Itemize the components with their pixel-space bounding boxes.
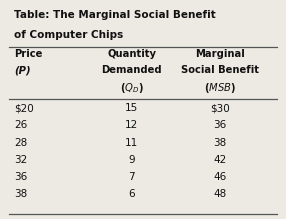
Text: $30: $30 bbox=[210, 103, 230, 113]
Text: Marginal: Marginal bbox=[195, 49, 245, 59]
Text: Quantity: Quantity bbox=[107, 49, 156, 59]
Text: 28: 28 bbox=[14, 138, 27, 148]
Text: 48: 48 bbox=[214, 189, 227, 199]
Text: Demanded: Demanded bbox=[101, 65, 162, 75]
Text: of Computer Chips: of Computer Chips bbox=[14, 30, 124, 40]
Text: ($\it{Q}_D$): ($\it{Q}_D$) bbox=[120, 81, 144, 95]
Text: 15: 15 bbox=[125, 103, 138, 113]
Text: 9: 9 bbox=[128, 155, 135, 165]
Text: 36: 36 bbox=[14, 172, 27, 182]
Text: 6: 6 bbox=[128, 189, 135, 199]
Text: 42: 42 bbox=[214, 155, 227, 165]
Text: Table: The Marginal Social Benefit: Table: The Marginal Social Benefit bbox=[14, 10, 216, 20]
Text: 38: 38 bbox=[14, 189, 27, 199]
Text: 12: 12 bbox=[125, 120, 138, 131]
Text: 46: 46 bbox=[214, 172, 227, 182]
Text: 36: 36 bbox=[214, 120, 227, 131]
Text: Social Benefit: Social Benefit bbox=[181, 65, 259, 75]
Text: (P): (P) bbox=[14, 65, 31, 75]
Text: ($\it{MSB}$): ($\it{MSB}$) bbox=[204, 81, 236, 95]
Text: 7: 7 bbox=[128, 172, 135, 182]
Text: 11: 11 bbox=[125, 138, 138, 148]
Text: Price: Price bbox=[14, 49, 43, 59]
Text: 32: 32 bbox=[14, 155, 27, 165]
Text: 26: 26 bbox=[14, 120, 27, 131]
Text: $20: $20 bbox=[14, 103, 34, 113]
Text: 38: 38 bbox=[214, 138, 227, 148]
